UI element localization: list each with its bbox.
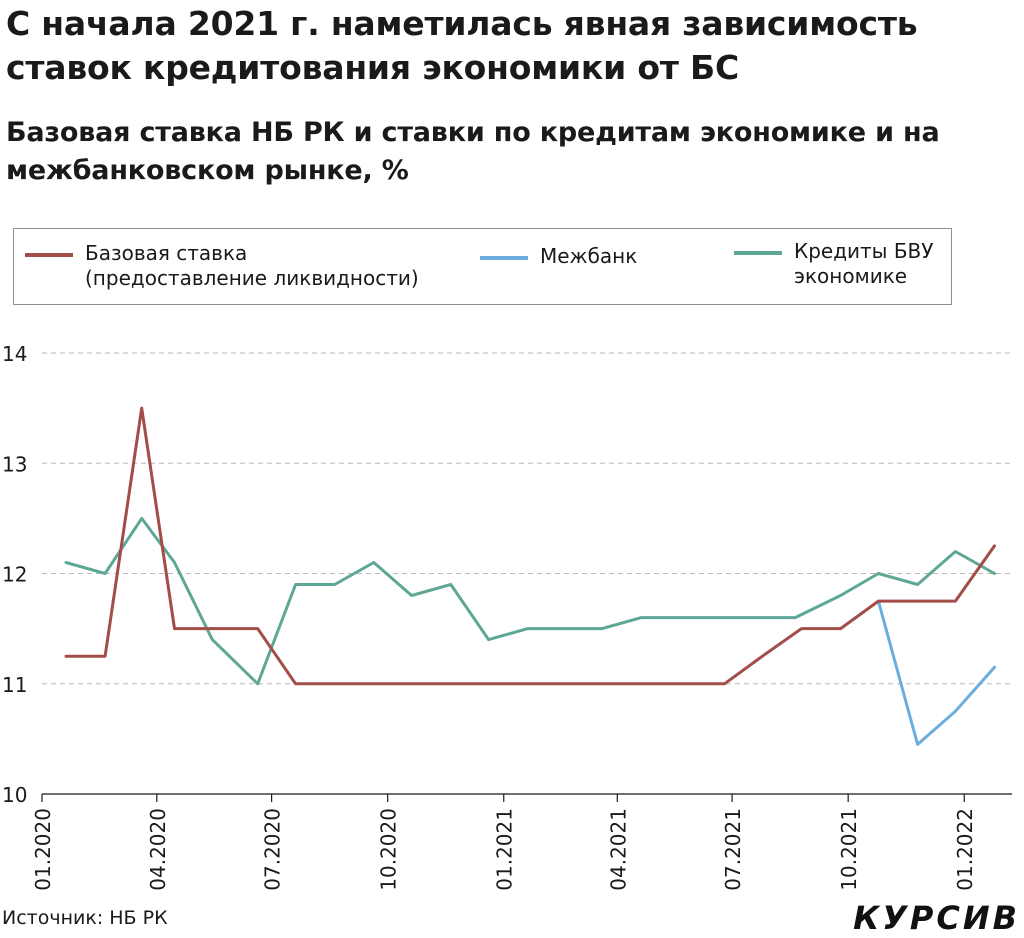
legend: Базовая ставка (предоставление ликвиднос…	[13, 228, 952, 305]
x-tick-label: 10.2021	[837, 808, 861, 891]
y-tick-label: 14	[2, 342, 27, 366]
legend-swatch-base-rate	[25, 253, 73, 257]
line-chart: 10 11 12 13 14 01.2020 04.2020 07.2020 10.2020 01…	[2, 342, 1012, 891]
x-tick-label: 10.2020	[377, 808, 401, 891]
y-tick-label: 13	[2, 452, 27, 476]
y-tick-label: 10	[2, 783, 27, 807]
y-tick-label: 11	[2, 673, 27, 697]
legend-item-interbank: Межбанк	[480, 244, 637, 269]
legend-swatch-loans	[734, 251, 782, 255]
x-tick-label: 01.2022	[953, 808, 977, 891]
legend-label-base-rate: Базовая ставка (предоставление ликвиднос…	[85, 241, 419, 290]
x-tick-label: 07.2021	[721, 808, 745, 891]
chart-subtitle: Базовая ставка НБ РК и ставки по кредита…	[6, 117, 940, 186]
legend-label-loans: Кредиты БВУ экономике	[794, 239, 934, 288]
x-tick-label: 01.2020	[31, 808, 55, 891]
x-tick-label: 07.2020	[261, 808, 285, 891]
x-tick-label: 04.2020	[146, 808, 170, 891]
legend-item-loans: Кредиты БВУ экономике	[734, 239, 933, 289]
x-tick-label: 01.2021	[493, 808, 517, 891]
series-line-interbank	[876, 599, 996, 746]
legend-swatch-interbank	[480, 256, 528, 260]
legend-item-base-rate: Базовая ставка (предоставление ликвиднос…	[25, 241, 419, 291]
legend-label-interbank: Межбанк	[540, 244, 638, 268]
series-line-base-rate	[64, 406, 996, 686]
series-line-loans	[64, 516, 996, 686]
chart-title: С начала 2021 г. наметилась явная зависи…	[6, 4, 918, 87]
brand-logo: КУРСИВ	[853, 899, 1020, 937]
x-tick-label: 04.2021	[606, 808, 630, 891]
y-tick-label: 12	[2, 563, 27, 587]
source-note: Источник: НБ РК	[2, 907, 168, 929]
